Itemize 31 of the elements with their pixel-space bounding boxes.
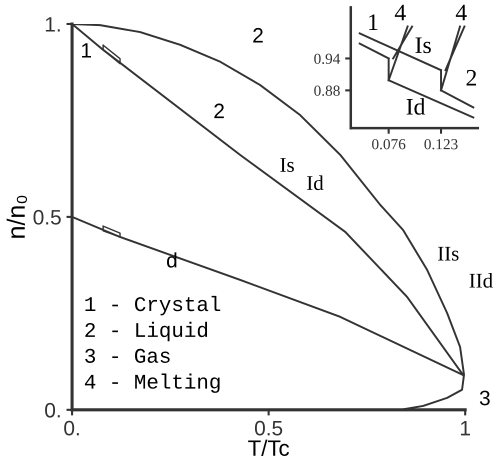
- x-tick-label: 0.: [64, 420, 79, 436]
- annotation: Id: [406, 98, 426, 115]
- y-tick-label: 0.: [45, 402, 60, 418]
- annotation: d: [167, 252, 176, 268]
- annotation: 1: [369, 14, 378, 30]
- x-tick-label: 0.123: [424, 139, 458, 150]
- annotation: 2: [214, 104, 224, 118]
- y-tick-label: 0.94: [314, 54, 340, 64]
- text: IId: [470, 273, 493, 288]
- y-tick-label: 0.88: [314, 86, 340, 96]
- annotation: 2 - Liquid: [85, 322, 208, 342]
- x-tick-label: 1: [460, 421, 470, 436]
- y-tick-label: 0.5: [34, 210, 61, 225]
- annotation: 3 - Gas: [85, 348, 170, 363]
- annotation: Is: [280, 158, 294, 172]
- x-tick-label: 0.076: [372, 139, 406, 150]
- annotation: Id: [307, 175, 324, 190]
- annotation: 1 - Crystal: [85, 296, 220, 316]
- annotation: 2: [253, 28, 263, 42]
- y-axis-title: n/n₀: [6, 196, 27, 238]
- x-axis-title: T/Tc: [248, 440, 290, 456]
- text: 3: [480, 390, 490, 406]
- annotation: 2: [466, 70, 476, 86]
- y-tick-label: 1.: [46, 17, 60, 32]
- annotation: 4 - Melting: [84, 373, 220, 393]
- annotation: 1: [82, 43, 91, 58]
- annotation: IIs: [438, 246, 459, 261]
- annotation: 4: [394, 4, 406, 20]
- annotation: 4: [456, 4, 467, 20]
- annotation: Is: [416, 37, 431, 54]
- x-tick-label: 0.5: [254, 420, 282, 436]
